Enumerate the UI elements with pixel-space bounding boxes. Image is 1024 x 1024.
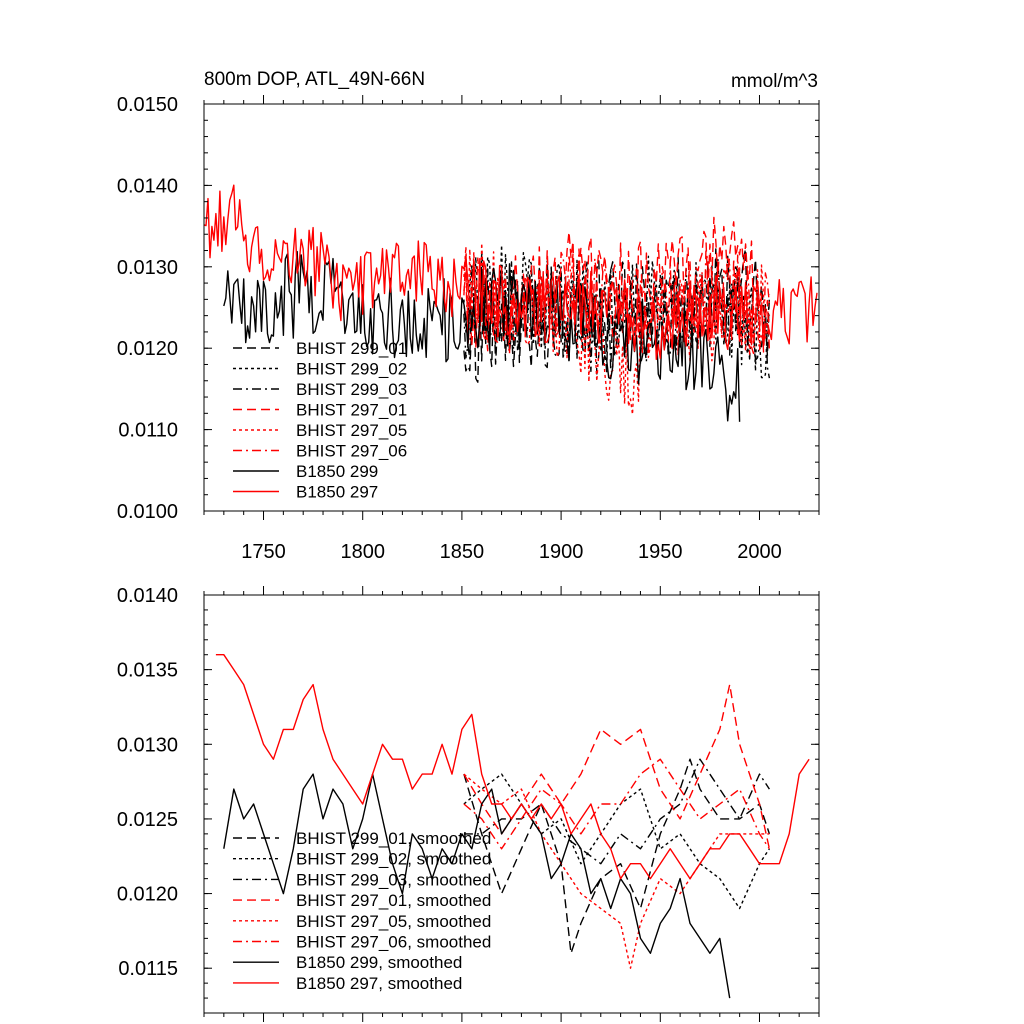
top-panel-legend-label: BHIST 297_05: [296, 421, 407, 440]
bottom-panel-series-bhist-299-01-smoothed: [463, 758, 771, 954]
top-panel-series-bhist-297-06: [463, 248, 771, 355]
top-panel-xtick-label: 1900: [539, 541, 584, 563]
bottom-panel-legend-label: BHIST 299_03, smoothed: [296, 870, 491, 889]
bottom-legend: BHIST 299_01, smoothed BHIST 299_02, smoo…: [233, 829, 491, 993]
top-panel-ytick-label: 0.0130: [117, 257, 178, 279]
top-panel-title: 800m DOP, ATL_49N-66N: [204, 69, 425, 90]
bottom-panel-legend-label: B1850 297, smoothed: [296, 974, 462, 993]
bottom-panel-series-b1850-299-smoothed: [223, 773, 731, 999]
top-panel-series-b1850-297: [203, 184, 818, 360]
top-panel-ytick-label: 0.0100: [117, 501, 178, 523]
top-panel-units: mmol/m^3: [731, 71, 818, 92]
bottom-panel-legend-label: BHIST 299_02, smoothed: [296, 850, 491, 869]
bottom-panel-ytick-label: 0.0125: [117, 809, 178, 831]
top-panel-xtick-label: 1800: [340, 541, 385, 563]
bottom-panel-series-bhist-297-01-smoothed: [463, 683, 771, 849]
bottom-panel-legend-label: BHIST 297_05, smoothed: [296, 912, 491, 931]
top-plot-frame: [203, 103, 820, 512]
top-panel-ytick-label: 0.0110: [118, 420, 178, 442]
top-panel-xtick-label: 2000: [737, 541, 782, 563]
top-panel-legend-label: BHIST 299_01: [296, 339, 407, 358]
top-panel-legend-label: B1850 297: [296, 483, 378, 502]
top-panel: 800m DOP, ATL_49N-66N mmol/m^3 BHIST 299…: [117, 69, 820, 563]
bottom-panel-legend-label: BHIST 299_01, smoothed: [296, 829, 491, 848]
bottom-panel-series-b1850-297-smoothed: [215, 654, 810, 880]
top-panel-legend-label: BHIST 297_06: [296, 442, 407, 461]
bottom-panel-ytick-label: 0.0115: [118, 958, 178, 980]
top-panel-legend-label: BHIST 299_03: [296, 380, 407, 399]
top-panel-legend-label: BHIST 299_02: [296, 360, 407, 379]
bottom-panel-legend-label: BHIST 297_06, smoothed: [296, 933, 491, 952]
top-panel-series-b1850-299: [223, 250, 741, 422]
bottom-panel-legend-label: BHIST 297_01, smoothed: [296, 891, 491, 910]
top-panel-xtick-label: 1950: [638, 541, 683, 563]
top-panel-xtick-label: 1850: [440, 541, 485, 563]
bottom-panel-ytick-label: 0.0130: [117, 734, 178, 756]
bottom-panel-ytick-label: 0.0140: [117, 585, 178, 607]
bottom-panel-legend-label: B1850 299, smoothed: [296, 953, 462, 972]
bottom-panel-series-bhist-297-05-smoothed: [463, 773, 770, 969]
bottom-panel-series-bhist-299-03-smoothed: [463, 758, 770, 865]
top-panel-ytick-label: 0.0150: [117, 94, 178, 116]
top-panel-legend-label: BHIST 297_01: [296, 401, 407, 420]
top-panel-ytick-label: 0.0120: [117, 338, 178, 360]
top-panel-xtick-label: 1750: [241, 541, 286, 563]
bottom-panel-ytick-label: 0.0120: [117, 884, 178, 906]
top-panel-legend-label: B1850 299: [296, 462, 378, 481]
bottom-panel-series-bhist-297-06-smoothed: [463, 758, 770, 850]
top-panel-ytick-label: 0.0140: [117, 175, 178, 197]
bottom-panel-ytick-label: 0.0135: [117, 660, 178, 682]
bottom-panel: BHIST 299_01, smoothed BHIST 299_02, smoo…: [117, 585, 820, 1022]
